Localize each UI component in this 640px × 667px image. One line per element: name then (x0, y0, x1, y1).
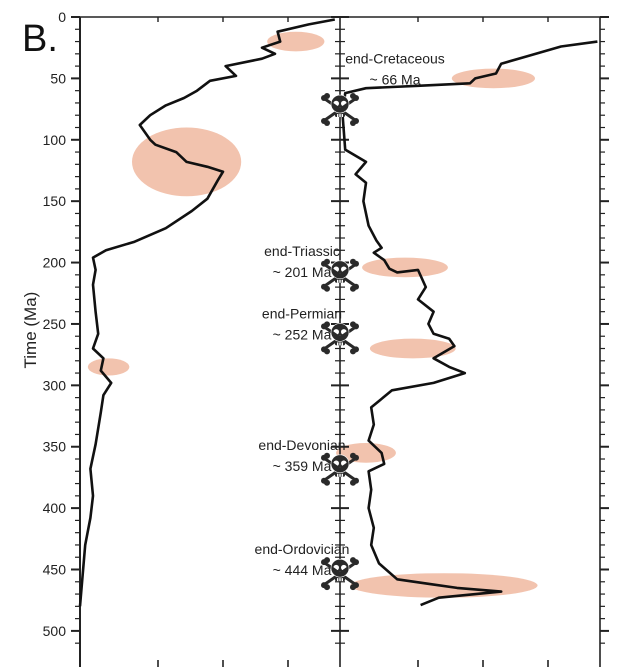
panel-label: B. (22, 18, 58, 60)
highlight-ellipse (267, 31, 325, 52)
highlight-ellipse (369, 338, 456, 359)
extinction-age: ~ 444 Ma (273, 562, 332, 578)
y-tick-label: 0 (58, 9, 66, 25)
extinction-age: ~ 359 Ma (273, 458, 332, 474)
extinction-age: ~ 66 Ma (370, 72, 421, 88)
y-tick-label: 200 (43, 255, 67, 271)
extinction-name: end-Triassic (264, 243, 340, 259)
extinction-marker: end-Ordovician ~ 444 Ma (255, 541, 361, 592)
series-line-left (78, 18, 336, 607)
y-tick-label: 500 (43, 623, 67, 639)
y-tick-label: 350 (43, 439, 67, 455)
extinction-marker: end-Devonian ~ 359 Ma (258, 437, 361, 488)
extinction-marker: end-Cretaceous ~ 66 Ma (319, 51, 445, 128)
y-tick-label: 150 (43, 193, 67, 209)
highlight-ellipse (87, 358, 130, 376)
highlight-ellipse (362, 257, 448, 278)
y-tick-label: 50 (50, 70, 66, 86)
extinction-age: ~ 201 Ma (273, 264, 332, 280)
extinction-marker: end-Triassic ~ 201 Ma (264, 243, 361, 294)
y-tick-label: 400 (43, 500, 67, 516)
extinction-name: end-Ordovician (255, 541, 350, 557)
highlight-ellipse (451, 68, 535, 89)
y-axis-label: Time (Ma) (21, 292, 40, 369)
extinction-name: end-Permian (262, 305, 342, 321)
y-tick-label: 250 (43, 316, 67, 332)
y-tick-label: 100 (43, 132, 67, 148)
y-tick-label: 450 (43, 562, 67, 578)
extinction-name: end-Devonian (258, 437, 345, 453)
series-line-right (341, 40, 598, 607)
y-tick-label: 300 (43, 377, 67, 393)
extinction-name: end-Cretaceous (345, 51, 445, 67)
extinction-marker: end-Permian ~ 252 Ma (262, 305, 361, 356)
extinction-age: ~ 252 Ma (273, 326, 332, 342)
